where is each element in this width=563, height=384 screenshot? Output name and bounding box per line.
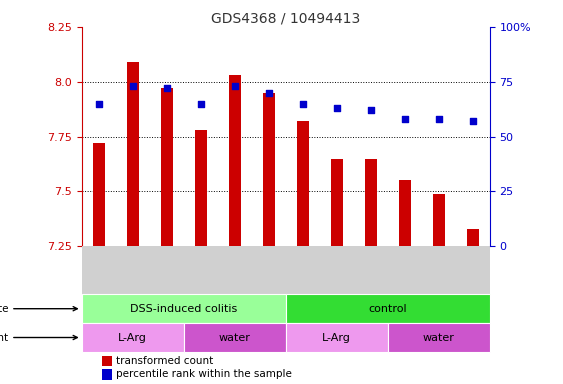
- Bar: [82, 294, 285, 323]
- Text: percentile rank within the sample: percentile rank within the sample: [117, 369, 292, 379]
- Bar: [263, 93, 275, 246]
- Bar: [184, 323, 285, 352]
- Bar: [331, 159, 343, 246]
- Point: [468, 118, 477, 124]
- Point: [434, 116, 443, 122]
- Bar: [399, 180, 411, 246]
- Bar: [467, 229, 479, 246]
- Point: [400, 116, 409, 122]
- Text: transformed count: transformed count: [117, 356, 213, 366]
- Point: [332, 105, 341, 111]
- Bar: [297, 121, 309, 246]
- Text: water: water: [423, 333, 455, 343]
- Point: [230, 83, 239, 89]
- Bar: [195, 130, 207, 246]
- Bar: [82, 323, 184, 352]
- Bar: [285, 323, 388, 352]
- Text: control: control: [368, 304, 407, 314]
- Text: disease state: disease state: [0, 304, 77, 314]
- Bar: [433, 194, 445, 246]
- Text: water: water: [219, 333, 251, 343]
- Bar: [93, 143, 105, 246]
- Bar: [365, 159, 377, 246]
- Point: [162, 85, 171, 91]
- Title: GDS4368 / 10494413: GDS4368 / 10494413: [211, 12, 360, 26]
- Point: [367, 107, 376, 113]
- Point: [94, 101, 103, 107]
- Text: agent: agent: [0, 333, 77, 343]
- Point: [196, 101, 205, 107]
- Text: L-Arg: L-Arg: [118, 333, 147, 343]
- Bar: [127, 62, 138, 246]
- Bar: [229, 75, 240, 246]
- Bar: [102, 356, 112, 366]
- Point: [128, 83, 137, 89]
- Bar: [285, 294, 490, 323]
- Bar: [102, 369, 112, 380]
- Bar: [388, 323, 490, 352]
- Bar: [160, 88, 173, 246]
- Point: [264, 89, 273, 96]
- Text: L-Arg: L-Arg: [322, 333, 351, 343]
- Point: [298, 101, 307, 107]
- Text: DSS-induced colitis: DSS-induced colitis: [130, 304, 237, 314]
